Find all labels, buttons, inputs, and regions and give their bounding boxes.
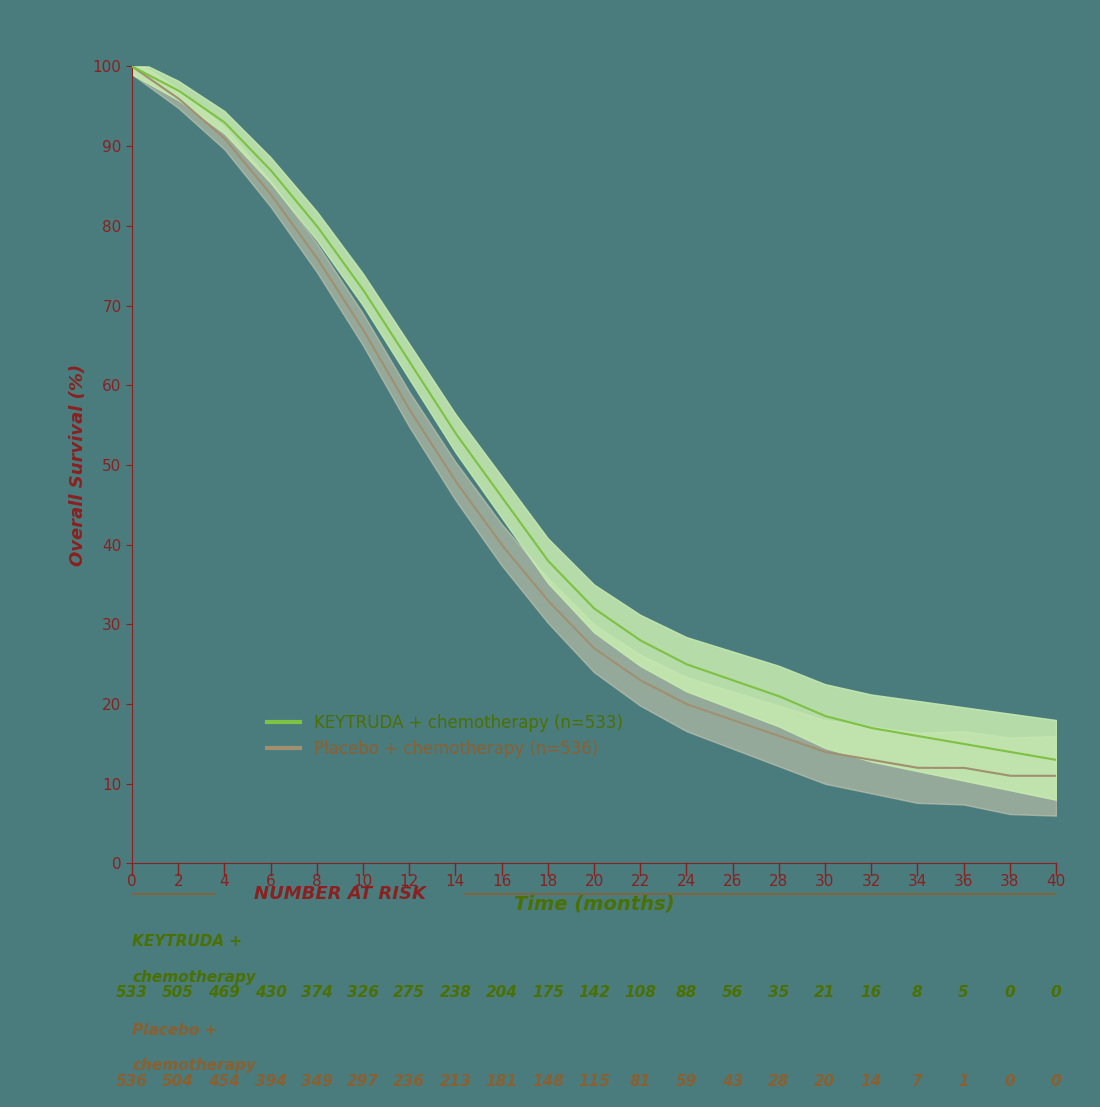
Text: Placebo +: Placebo + [132,1023,218,1038]
Text: 454: 454 [209,1074,240,1089]
Text: 533: 533 [117,985,147,1001]
Text: 56: 56 [722,985,744,1001]
Text: 81: 81 [629,1074,651,1089]
Text: 430: 430 [255,985,286,1001]
Text: 238: 238 [440,985,471,1001]
Text: 326: 326 [348,985,378,1001]
Text: 204: 204 [486,985,517,1001]
Text: 8: 8 [912,985,923,1001]
Text: 115: 115 [579,1074,609,1089]
Text: 16: 16 [860,985,882,1001]
Text: 59: 59 [675,1074,697,1089]
Text: 7: 7 [912,1074,923,1089]
Text: 236: 236 [394,1074,425,1089]
Text: 1: 1 [958,1074,969,1089]
Text: KEYTRUDA +: KEYTRUDA + [132,934,242,950]
Text: 0: 0 [1050,985,1062,1001]
Text: 394: 394 [255,1074,286,1089]
Text: 349: 349 [301,1074,332,1089]
Text: 21: 21 [814,985,836,1001]
Legend: KEYTRUDA + chemotherapy (n=533), Placebo + chemotherapy (n=536): KEYTRUDA + chemotherapy (n=533), Placebo… [261,707,629,765]
Text: 213: 213 [440,1074,471,1089]
Text: 374: 374 [301,985,332,1001]
Text: chemotherapy: chemotherapy [132,1058,255,1074]
Y-axis label: Overall Survival (%): Overall Survival (%) [69,364,87,566]
Text: 20: 20 [814,1074,836,1089]
Text: 35: 35 [768,985,790,1001]
Text: 148: 148 [532,1074,563,1089]
Text: 297: 297 [348,1074,378,1089]
Text: 0: 0 [1050,1074,1062,1089]
Text: 504: 504 [163,1074,194,1089]
X-axis label: Time (months): Time (months) [514,894,674,913]
Text: 0: 0 [1004,985,1015,1001]
Text: 505: 505 [163,985,194,1001]
Text: 275: 275 [394,985,425,1001]
Text: 175: 175 [532,985,563,1001]
Text: 469: 469 [209,985,240,1001]
Text: 88: 88 [675,985,697,1001]
Text: 108: 108 [625,985,656,1001]
Text: 181: 181 [486,1074,517,1089]
Text: chemotherapy: chemotherapy [132,970,255,985]
Text: 142: 142 [579,985,609,1001]
Text: 14: 14 [860,1074,882,1089]
Text: 28: 28 [768,1074,790,1089]
Text: 0: 0 [1004,1074,1015,1089]
Text: NUMBER AT RISK: NUMBER AT RISK [254,886,426,903]
Text: 536: 536 [117,1074,147,1089]
Text: 43: 43 [722,1074,744,1089]
Text: 5: 5 [958,985,969,1001]
